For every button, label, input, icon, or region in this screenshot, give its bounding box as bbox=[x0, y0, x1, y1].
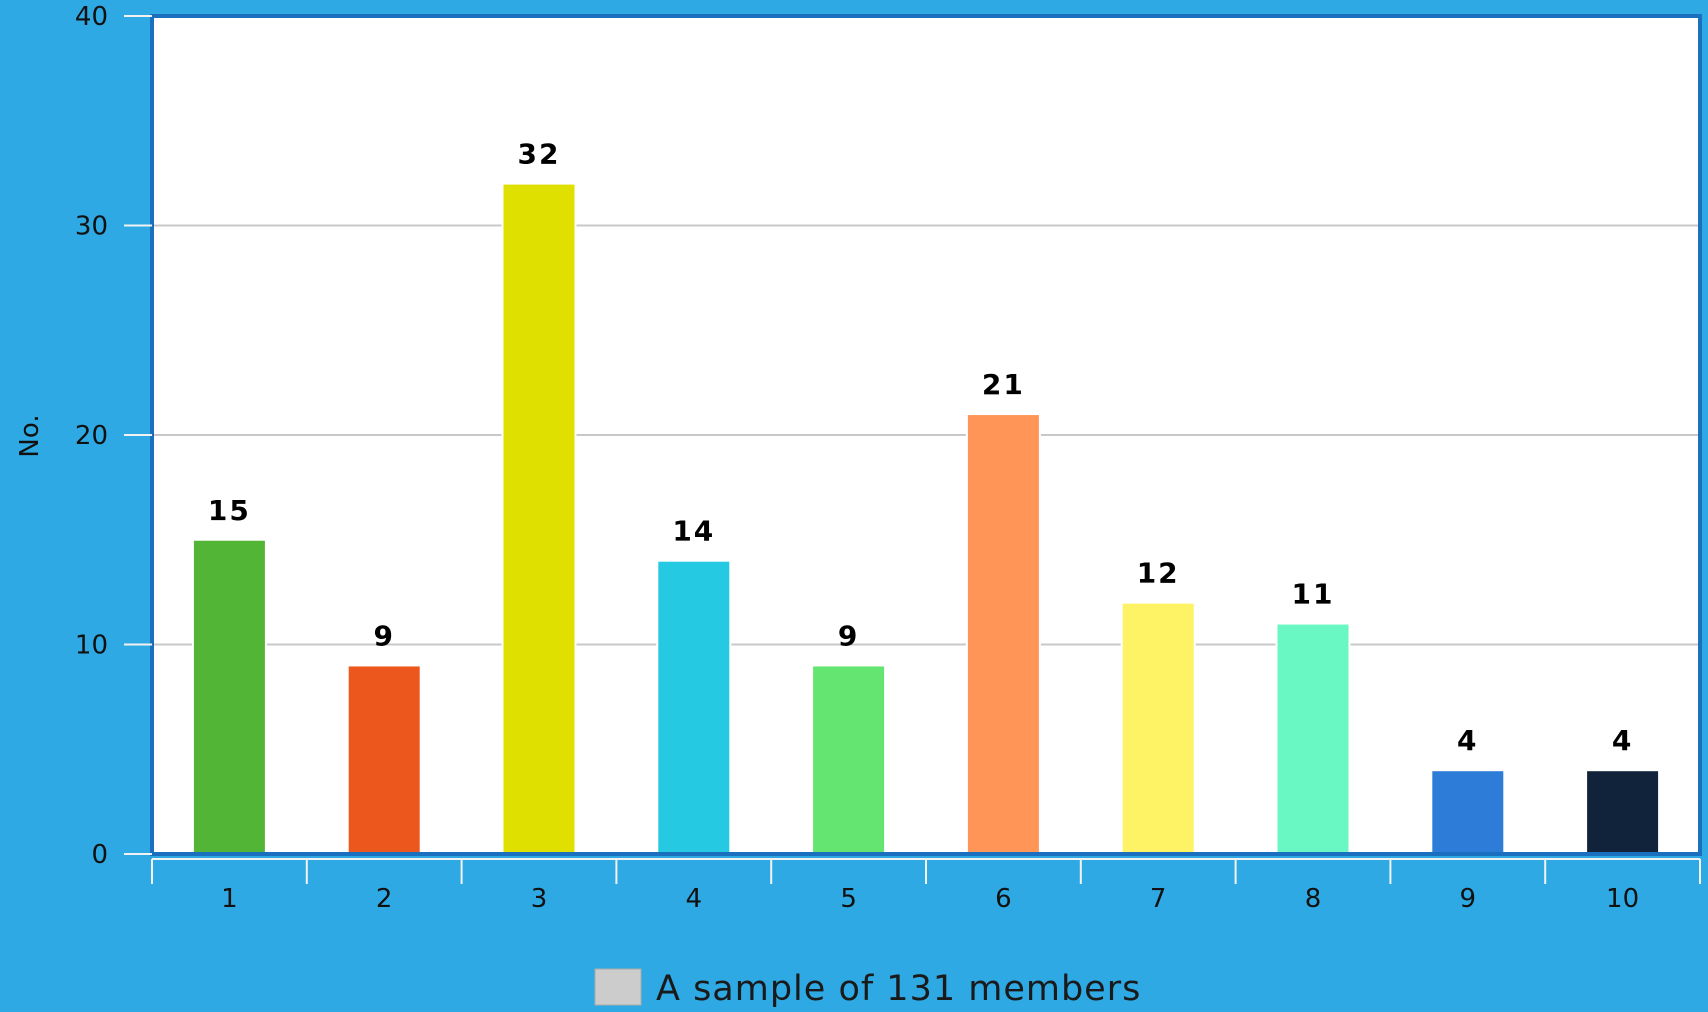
bar bbox=[965, 413, 1041, 855]
bar-value-label: 21 bbox=[982, 368, 1025, 401]
bar-value-label: 11 bbox=[1292, 578, 1335, 611]
bar-value-label: 14 bbox=[672, 515, 715, 548]
bar bbox=[501, 182, 577, 856]
bar-value-label: 4 bbox=[1612, 724, 1633, 757]
bar bbox=[811, 664, 887, 856]
bar-value-label: 12 bbox=[1137, 557, 1180, 590]
legend-label: A sample of 131 members bbox=[656, 969, 1141, 1008]
bar bbox=[1275, 622, 1351, 855]
bar-value-label: 9 bbox=[373, 619, 394, 652]
y-tick-label: 30 bbox=[75, 212, 108, 242]
gridlines bbox=[152, 224, 1700, 646]
bars bbox=[191, 182, 1661, 856]
bar-value-label: 32 bbox=[518, 138, 561, 171]
bar bbox=[1430, 769, 1506, 856]
bar bbox=[346, 664, 422, 856]
x-axis: 1 2 3 4 5 6 7 8 9 10 bbox=[151, 858, 1701, 914]
x-tick-label: 10 bbox=[1606, 884, 1639, 914]
bar bbox=[1120, 601, 1196, 855]
value-labels: 15 9 32 14 9 21 12 11 4 4 bbox=[208, 138, 1633, 758]
x-tick-label: 4 bbox=[686, 884, 703, 914]
legend-swatch bbox=[594, 968, 642, 1006]
x-tick-label: 5 bbox=[840, 884, 857, 914]
y-tick-label: 40 bbox=[75, 2, 108, 32]
bar-value-label: 4 bbox=[1457, 724, 1478, 757]
legend: A sample of 131 members bbox=[594, 968, 1141, 1009]
y-axis-title: No. bbox=[15, 414, 45, 457]
y-axis: 0 10 20 30 40 bbox=[75, 2, 152, 870]
x-tick-label: 7 bbox=[1150, 884, 1167, 914]
bar bbox=[191, 538, 267, 855]
y-tick-label: 0 bbox=[91, 840, 108, 870]
x-tick-label: 8 bbox=[1305, 884, 1322, 914]
y-tick-label: 10 bbox=[75, 631, 108, 661]
bar bbox=[656, 559, 732, 855]
x-tick-label: 6 bbox=[995, 884, 1012, 914]
x-tick-label: 2 bbox=[376, 884, 393, 914]
x-tick-label: 9 bbox=[1460, 884, 1477, 914]
bar-value-label: 9 bbox=[838, 619, 859, 652]
x-tick-label: 3 bbox=[531, 884, 548, 914]
bar bbox=[1585, 769, 1661, 856]
bar-value-label: 15 bbox=[208, 494, 251, 527]
x-tick-label: 1 bbox=[221, 884, 238, 914]
y-tick-label: 20 bbox=[75, 421, 108, 451]
